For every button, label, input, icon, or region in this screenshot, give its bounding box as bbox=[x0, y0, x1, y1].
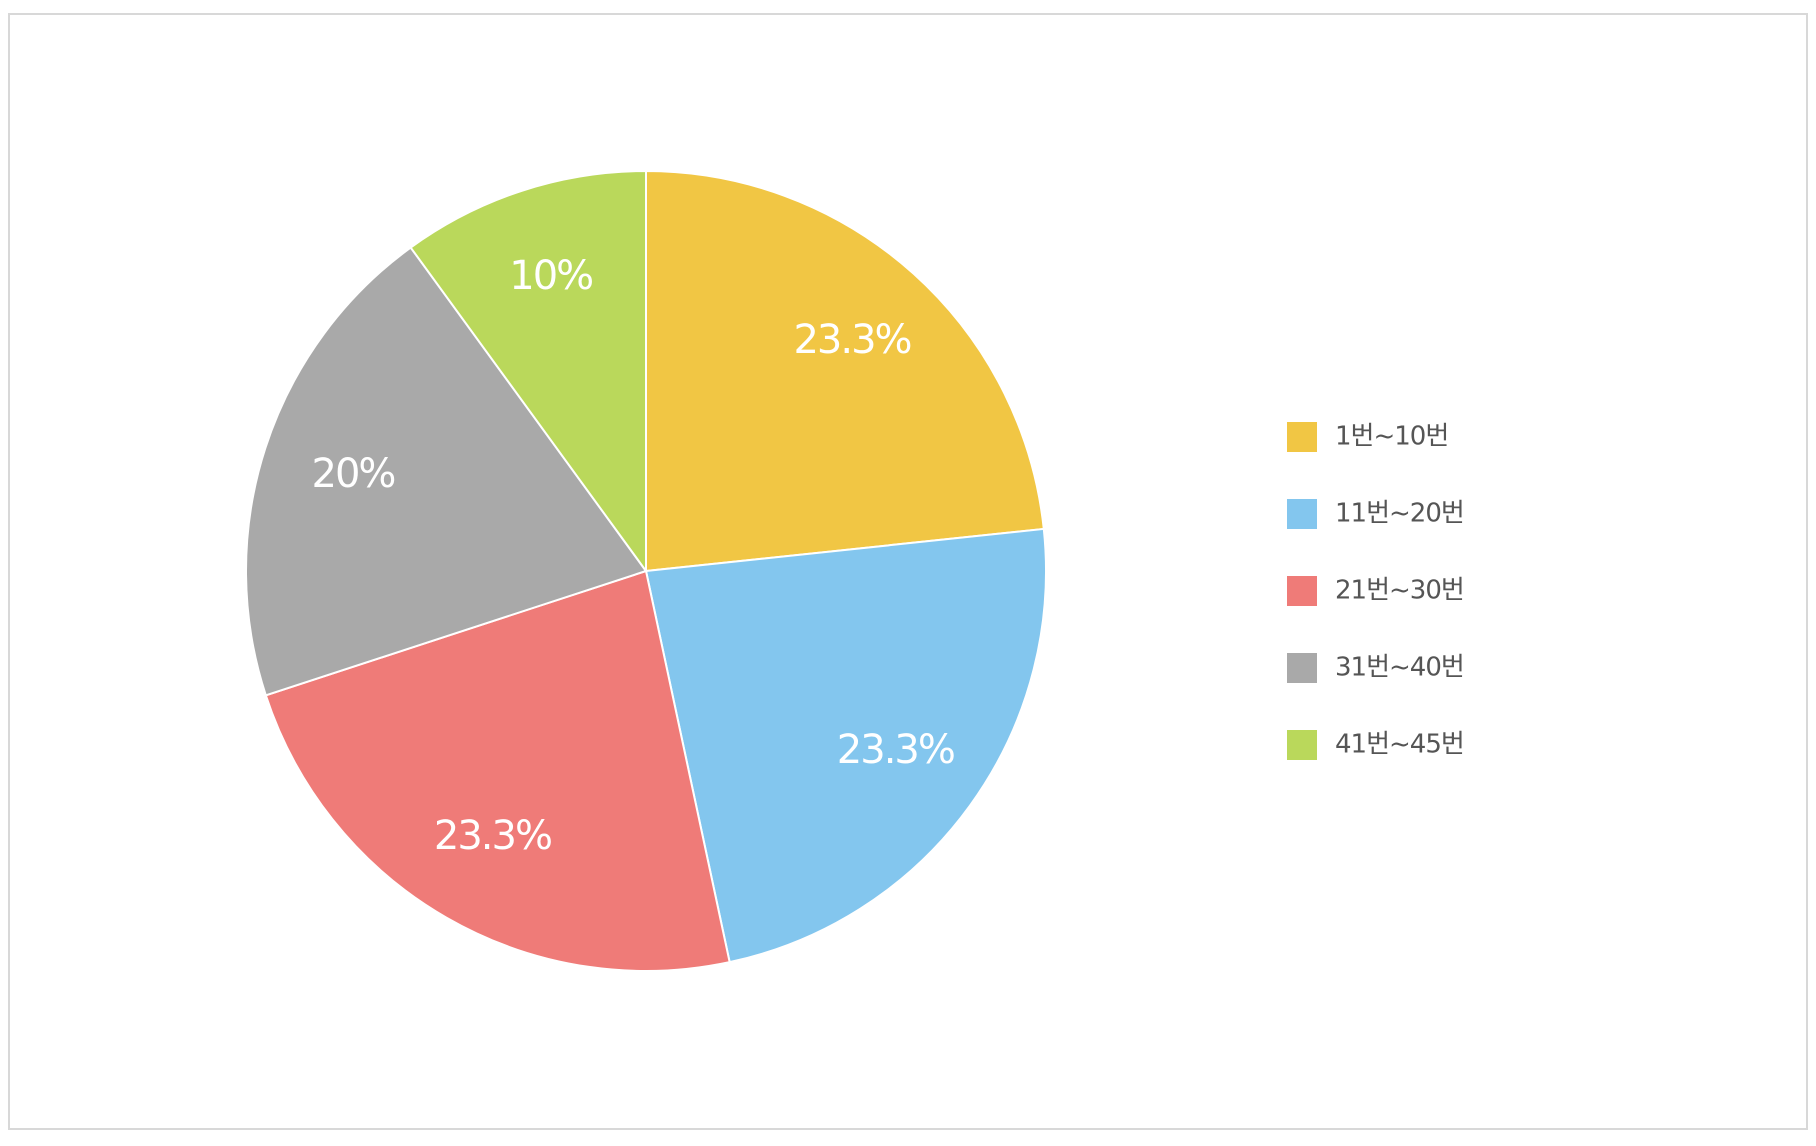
legend-swatch bbox=[1287, 576, 1317, 606]
pie-slice bbox=[409, 169, 647, 575]
legend-swatch bbox=[1287, 653, 1317, 683]
pie-slice bbox=[264, 569, 731, 972]
legend-label: 1번~10번 bbox=[1335, 422, 1448, 452]
data-label: 23.3% bbox=[434, 813, 551, 859]
legend-swatch bbox=[1287, 499, 1317, 529]
pie-slice bbox=[645, 169, 1045, 573]
legend-label: 31번~40번 bbox=[1335, 653, 1464, 683]
legend-swatch bbox=[1287, 730, 1317, 760]
pie-slice bbox=[245, 246, 648, 697]
data-label: 20% bbox=[312, 451, 395, 497]
pie-slice bbox=[644, 527, 1047, 964]
legend-label: 21번~30번 bbox=[1335, 576, 1464, 606]
data-label: 23.3% bbox=[793, 317, 910, 363]
legend-swatch bbox=[1287, 422, 1317, 452]
legend-label: 11번~20번 bbox=[1335, 499, 1464, 529]
data-label: 10% bbox=[509, 253, 592, 299]
data-label: 23.3% bbox=[837, 727, 954, 773]
legend-label: 41번~45번 bbox=[1335, 730, 1464, 760]
